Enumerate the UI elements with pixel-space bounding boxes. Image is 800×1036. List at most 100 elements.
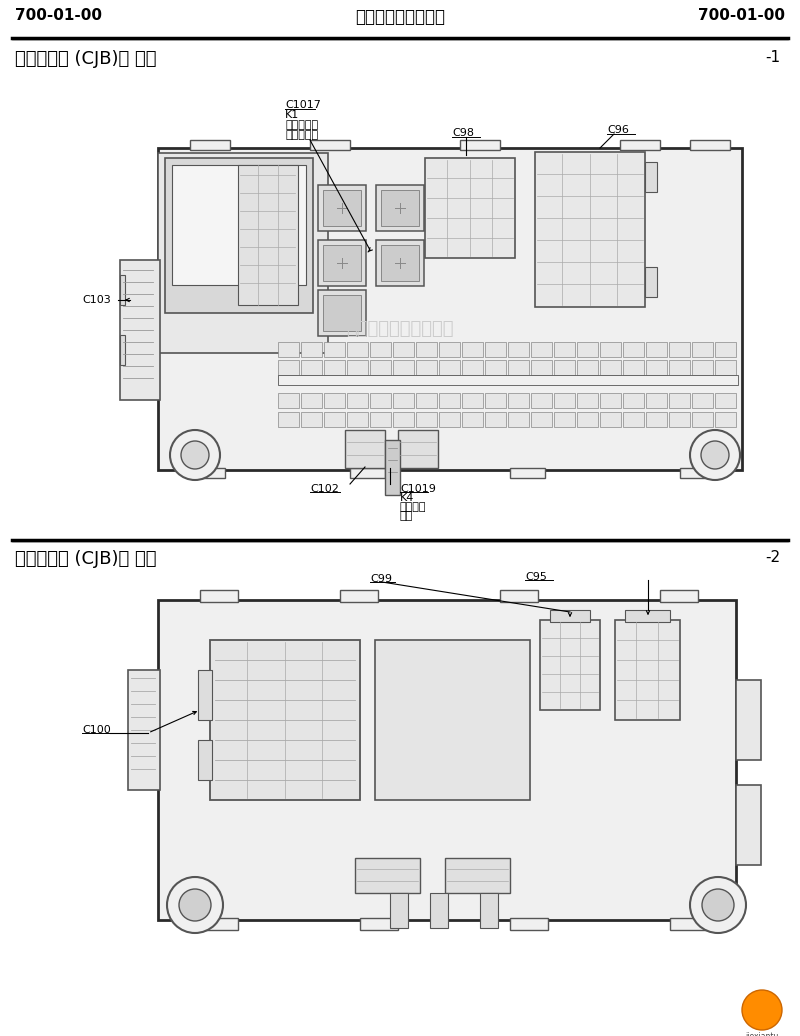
Bar: [158, 148, 742, 470]
Bar: [577, 342, 598, 357]
Bar: [692, 393, 713, 408]
Bar: [508, 342, 529, 357]
Text: 杭州将睿科技有限公司: 杭州将睿科技有限公司: [346, 320, 454, 338]
Text: 700-01-00: 700-01-00: [15, 8, 102, 23]
Bar: [531, 393, 552, 408]
Bar: [310, 140, 350, 150]
Circle shape: [181, 441, 209, 469]
Bar: [510, 468, 545, 478]
Bar: [508, 412, 529, 427]
Bar: [531, 359, 552, 375]
Bar: [416, 412, 437, 427]
Bar: [210, 640, 360, 800]
Bar: [510, 918, 548, 930]
Text: 除雾继电器: 除雾继电器: [285, 130, 318, 140]
Bar: [736, 680, 761, 760]
Bar: [324, 393, 345, 408]
Text: 电器: 电器: [400, 511, 414, 521]
Bar: [398, 430, 438, 468]
Bar: [669, 412, 690, 427]
Bar: [278, 375, 738, 385]
Circle shape: [179, 889, 211, 921]
Bar: [623, 359, 644, 375]
Bar: [416, 359, 437, 375]
Bar: [347, 342, 368, 357]
Bar: [600, 359, 621, 375]
Text: C102: C102: [310, 484, 339, 494]
Bar: [485, 393, 506, 408]
Bar: [445, 858, 510, 893]
Bar: [715, 359, 736, 375]
Bar: [620, 140, 660, 150]
Bar: [393, 342, 414, 357]
Bar: [416, 393, 437, 408]
Text: 中央连接盒 (CJB)， 后方: 中央连接盒 (CJB)， 后方: [15, 550, 157, 568]
Bar: [625, 610, 670, 622]
Text: K1: K1: [285, 110, 299, 120]
Bar: [190, 140, 230, 150]
Bar: [158, 600, 736, 920]
Circle shape: [702, 889, 734, 921]
Bar: [670, 918, 708, 930]
Bar: [623, 412, 644, 427]
Bar: [370, 393, 391, 408]
Bar: [393, 359, 414, 375]
Circle shape: [690, 877, 746, 933]
Bar: [381, 190, 419, 226]
Bar: [460, 140, 500, 150]
Bar: [200, 589, 238, 602]
Bar: [646, 393, 667, 408]
Bar: [318, 185, 366, 231]
Bar: [324, 342, 345, 357]
Bar: [550, 610, 590, 622]
Bar: [540, 620, 600, 710]
Bar: [198, 670, 212, 720]
Bar: [462, 359, 483, 375]
Bar: [340, 589, 378, 602]
Bar: [736, 785, 761, 865]
Bar: [508, 393, 529, 408]
Bar: [238, 165, 298, 305]
Bar: [439, 393, 460, 408]
Bar: [318, 290, 366, 336]
Bar: [347, 359, 368, 375]
Bar: [554, 393, 575, 408]
Bar: [278, 393, 299, 408]
Bar: [554, 359, 575, 375]
Text: -1: -1: [765, 50, 780, 65]
Text: 中央接线盒 (CJB)， 顶端: 中央接线盒 (CJB)， 顶端: [15, 50, 157, 68]
Bar: [381, 244, 419, 281]
Bar: [370, 342, 391, 357]
Bar: [200, 918, 238, 930]
Bar: [158, 153, 328, 353]
Bar: [190, 468, 225, 478]
Text: C103: C103: [82, 295, 110, 305]
Bar: [323, 295, 361, 330]
Bar: [660, 589, 698, 602]
Bar: [600, 393, 621, 408]
Bar: [324, 412, 345, 427]
Bar: [439, 359, 460, 375]
Bar: [554, 342, 575, 357]
Circle shape: [170, 430, 220, 480]
Text: K4: K4: [400, 493, 414, 503]
Bar: [480, 893, 498, 928]
Bar: [692, 359, 713, 375]
Bar: [278, 342, 299, 357]
Bar: [347, 393, 368, 408]
Text: jiexiantu: jiexiantu: [745, 1032, 778, 1036]
Bar: [645, 162, 657, 192]
Bar: [462, 412, 483, 427]
Bar: [390, 893, 408, 928]
Bar: [623, 342, 644, 357]
Bar: [375, 640, 530, 800]
Bar: [439, 342, 460, 357]
Bar: [646, 412, 667, 427]
Bar: [535, 152, 645, 307]
Circle shape: [742, 990, 782, 1030]
Bar: [324, 359, 345, 375]
Text: C1017: C1017: [285, 100, 321, 110]
Text: C98: C98: [452, 128, 474, 138]
Bar: [600, 342, 621, 357]
Bar: [345, 430, 385, 468]
